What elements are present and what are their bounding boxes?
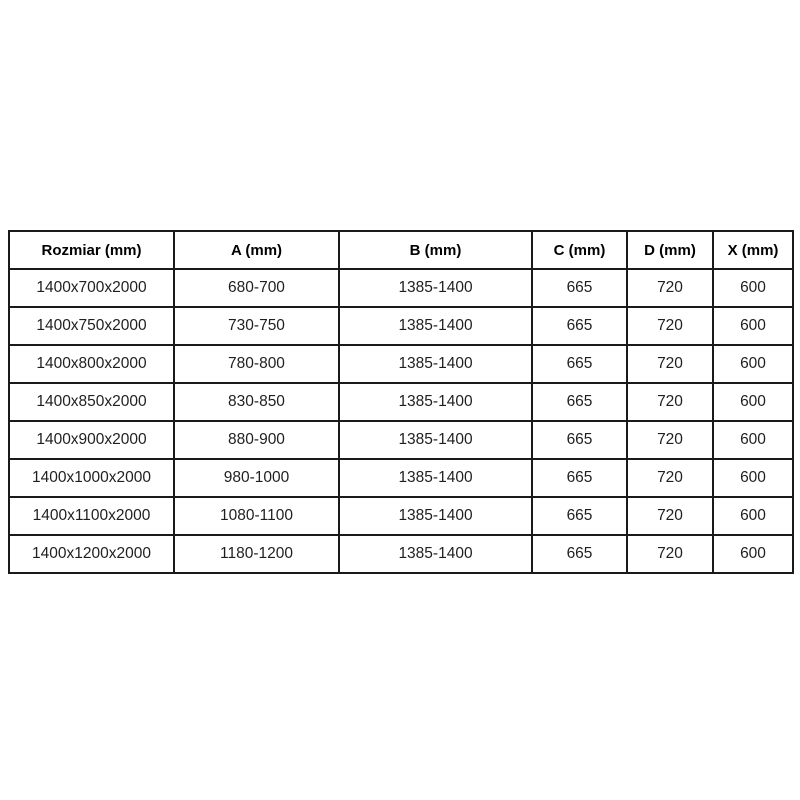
table-cell: 730-750 <box>173 306 340 346</box>
table-cell: 830-850 <box>173 382 340 422</box>
table-row: 1400x1100x2000 1080-1100 1385-1400 665 720 60… <box>8 496 794 536</box>
table-cell: 600 <box>712 382 794 422</box>
table-cell: 880-900 <box>173 420 340 460</box>
table-cell: 720 <box>626 306 714 346</box>
table-cell: 665 <box>531 268 628 308</box>
table-cell: 1385-1400 <box>338 306 533 346</box>
table-cell: 1400x900x2000 <box>8 420 175 460</box>
table-cell: 1385-1400 <box>338 534 533 574</box>
table-cell: 665 <box>531 496 628 536</box>
table-cell: 1400x700x2000 <box>8 268 175 308</box>
table-cell: 1385-1400 <box>338 458 533 498</box>
table-cell: 665 <box>531 534 628 574</box>
table-cell: 720 <box>626 344 714 384</box>
table-cell: 1385-1400 <box>338 344 533 384</box>
table-cell: 600 <box>712 268 794 308</box>
table-cell: 1400x850x2000 <box>8 382 175 422</box>
column-header: B (mm) <box>338 230 533 270</box>
column-header: D (mm) <box>626 230 714 270</box>
table-cell: 1180-1200 <box>173 534 340 574</box>
table-cell: 600 <box>712 306 794 346</box>
table-cell: 720 <box>626 420 714 460</box>
table-cell: 1385-1400 <box>338 268 533 308</box>
table-cell: 1400x750x2000 <box>8 306 175 346</box>
table-cell: 665 <box>531 420 628 460</box>
table-cell: 720 <box>626 458 714 498</box>
table-cell: 1400x800x2000 <box>8 344 175 384</box>
table-row: 1400x1200x2000 1180-1200 1385-1400 665 720 60… <box>8 534 794 574</box>
table-row: 1400x800x2000 780-800 1385-1400 665 720 600 <box>8 344 794 384</box>
table-cell: 600 <box>712 496 794 536</box>
column-header: Rozmiar (mm) <box>8 230 175 270</box>
table-cell: 1400x1200x2000 <box>8 534 175 574</box>
table-cell: 720 <box>626 382 714 422</box>
table-cell: 720 <box>626 268 714 308</box>
table-cell: 600 <box>712 534 794 574</box>
table-cell: 665 <box>531 382 628 422</box>
table-cell: 780-800 <box>173 344 340 384</box>
column-header: C (mm) <box>531 230 628 270</box>
table-row: 1400x750x2000 730-750 1385-1400 665 720 600 <box>8 306 794 346</box>
table-body: 1400x700x2000 680-700 1385-1400 665 720 600 14… <box>8 268 794 574</box>
table-cell: 1400x1100x2000 <box>8 496 175 536</box>
table-row: 1400x1000x2000 980-1000 1385-1400 665 720 600 <box>8 458 794 498</box>
table-row: 1400x700x2000 680-700 1385-1400 665 720 600 <box>8 268 794 308</box>
table-cell: 600 <box>712 420 794 460</box>
column-header: A (mm) <box>173 230 340 270</box>
header-row: Rozmiar (mm) A (mm) B (mm) C (mm) D (mm) X (m… <box>8 230 794 270</box>
column-header: X (mm) <box>712 230 794 270</box>
table-cell: 1400x1000x2000 <box>8 458 175 498</box>
table-cell: 680-700 <box>173 268 340 308</box>
table-cell: 600 <box>712 458 794 498</box>
size-specification-table: Rozmiar (mm) A (mm) B (mm) C (mm) D (mm) X (m… <box>8 230 794 574</box>
table-cell: 600 <box>712 344 794 384</box>
table-cell: 720 <box>626 534 714 574</box>
table-cell: 720 <box>626 496 714 536</box>
table-cell: 665 <box>531 306 628 346</box>
table-cell: 980-1000 <box>173 458 340 498</box>
table-cell: 665 <box>531 458 628 498</box>
table-cell: 1385-1400 <box>338 420 533 460</box>
table-row: 1400x850x2000 830-850 1385-1400 665 720 600 <box>8 382 794 422</box>
table-cell: 1385-1400 <box>338 496 533 536</box>
table-row: 1400x900x2000 880-900 1385-1400 665 720 600 <box>8 420 794 460</box>
table-cell: 1080-1100 <box>173 496 340 536</box>
table-cell: 1385-1400 <box>338 382 533 422</box>
table-cell: 665 <box>531 344 628 384</box>
